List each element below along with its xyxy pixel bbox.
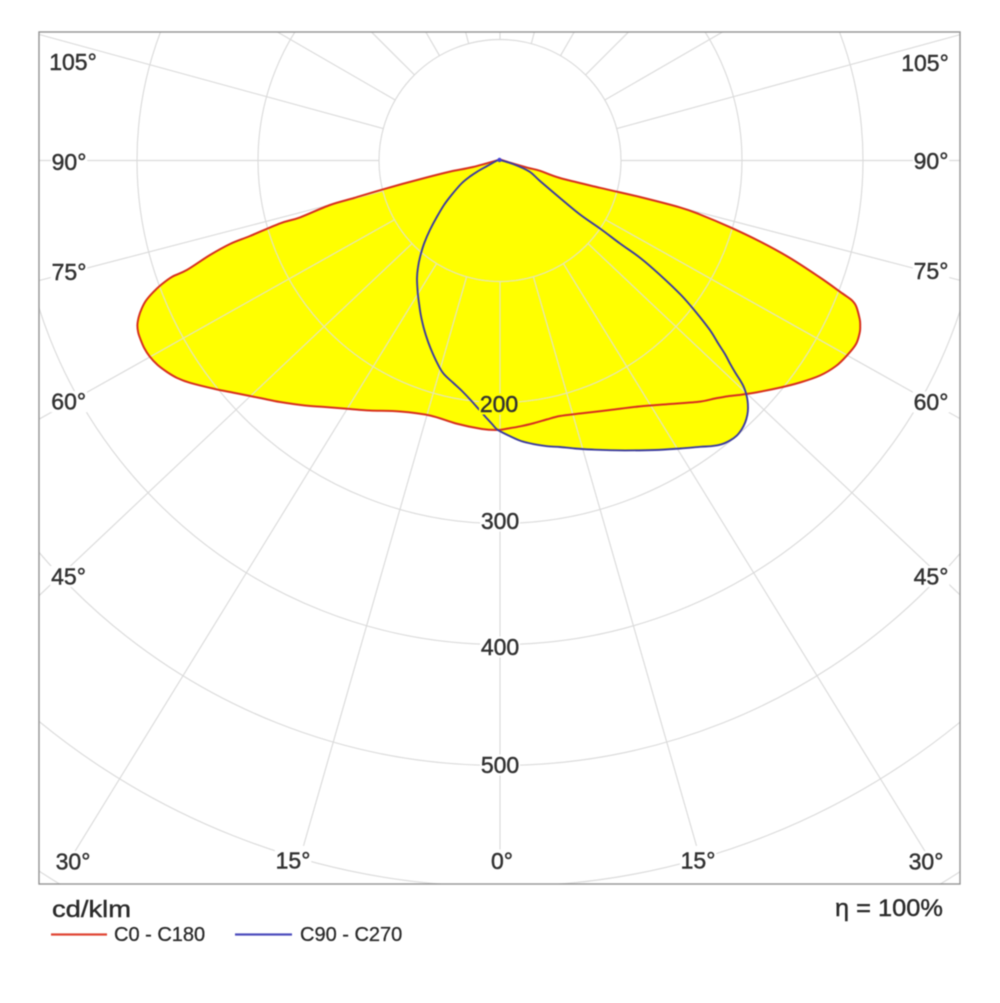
svg-text:cd/klm: cd/klm xyxy=(52,896,131,922)
svg-text:15°: 15° xyxy=(681,848,716,874)
svg-text:30°: 30° xyxy=(909,849,944,875)
svg-text:75°: 75° xyxy=(914,258,949,284)
svg-text:90°: 90° xyxy=(914,148,949,174)
svg-text:400: 400 xyxy=(481,634,519,660)
svg-text:0°: 0° xyxy=(491,848,513,874)
svg-text:75°: 75° xyxy=(52,259,87,285)
svg-text:C0 - C180: C0 - C180 xyxy=(114,924,205,946)
svg-text:30°: 30° xyxy=(56,849,91,875)
svg-text:500: 500 xyxy=(481,752,519,778)
svg-text:105°: 105° xyxy=(901,50,949,76)
svg-text:90°: 90° xyxy=(52,149,87,175)
svg-text:45°: 45° xyxy=(51,564,86,590)
svg-text:60°: 60° xyxy=(914,389,949,415)
svg-text:15°: 15° xyxy=(276,848,311,874)
svg-text:60°: 60° xyxy=(51,389,86,415)
svg-text:200: 200 xyxy=(480,391,518,417)
svg-text:C90 - C270: C90 - C270 xyxy=(300,924,402,946)
svg-text:η = 100%: η = 100% xyxy=(835,895,943,922)
svg-text:105°: 105° xyxy=(49,49,97,75)
svg-text:45°: 45° xyxy=(914,564,949,590)
svg-text:300: 300 xyxy=(481,508,519,534)
